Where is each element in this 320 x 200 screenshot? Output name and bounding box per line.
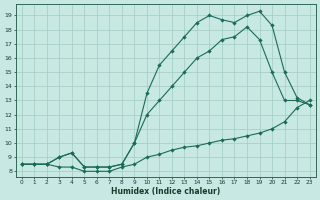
X-axis label: Humidex (Indice chaleur): Humidex (Indice chaleur)	[111, 187, 220, 196]
